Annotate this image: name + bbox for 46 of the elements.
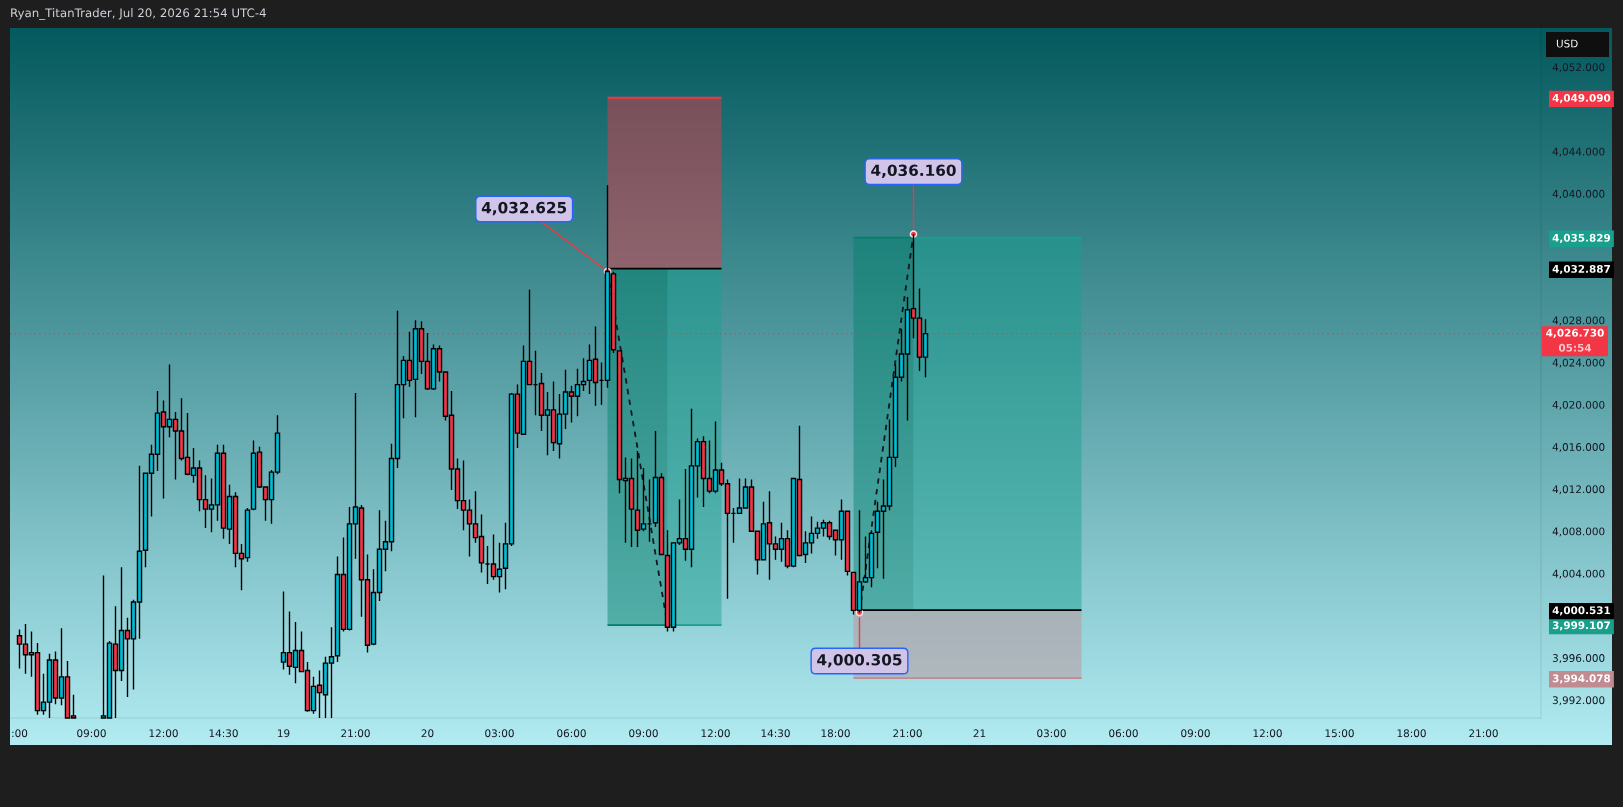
- y-tick-label: 4,000.531: [1552, 606, 1611, 616]
- x-tick-label: 18:00: [1397, 729, 1426, 738]
- x-tick-label: 14:30: [761, 729, 790, 738]
- y-tick-label: 4,032.887: [1552, 264, 1610, 275]
- x-tick-label: 03:00: [1037, 729, 1066, 738]
- x-tick-label: 21:00: [1469, 729, 1498, 738]
- y-tick-label: 4,008.000: [1552, 527, 1605, 537]
- x-tick-label: :00: [12, 729, 28, 738]
- x-tick-label: 09:00: [629, 729, 658, 738]
- y-tick-label: 4,028.000: [1552, 316, 1605, 326]
- y-tick-label: 4,020.000: [1552, 400, 1605, 410]
- x-tick-label: 21:00: [893, 729, 922, 738]
- y-tick-label: 3,994.078: [1552, 674, 1611, 684]
- y-tick-label: 4,024.000: [1552, 358, 1605, 368]
- x-tick-label: 06:00: [557, 729, 586, 738]
- y-tick-label: 3,996.000: [1552, 654, 1605, 664]
- y-tick-label: 4,049.090: [1552, 93, 1611, 104]
- x-tick-label: 21: [973, 729, 986, 738]
- data-label: 4,000.305: [817, 653, 902, 668]
- x-tick-label: 09:00: [77, 729, 106, 738]
- text: Ryan_TitanTrader, Jul 20, 2026 21:54 UTC-4: [11, 8, 266, 20]
- y-tick-label: 4,004.000: [1552, 569, 1605, 579]
- y-tick-label: 4,016.000: [1552, 443, 1605, 453]
- x-tick-label: 12:00: [701, 729, 730, 738]
- y-tick-label: 4,040.000: [1552, 189, 1605, 199]
- x-tick-label: 20: [421, 729, 434, 738]
- y-tick-label: 4,044.000: [1552, 147, 1605, 157]
- data-label: 4,032.625: [481, 201, 567, 216]
- x-tick-label: 21:00: [341, 729, 370, 738]
- ref-line-label: 4,026.730 05:54: [1546, 328, 1604, 352]
- y-tick-label: 4,012.000: [1552, 485, 1605, 495]
- y-tick-label: 3,992.000: [1552, 696, 1605, 706]
- x-tick-label: 12:00: [149, 729, 178, 738]
- x-tick-label: 09:00: [1181, 729, 1210, 738]
- x-tick-label: 18:00: [821, 729, 850, 738]
- y-tick-label: 4,052.000: [1552, 63, 1605, 73]
- y-axis-title: USD: [1556, 39, 1578, 48]
- y-tick-label: 4,035.829: [1552, 233, 1611, 244]
- x-tick-label: 19: [278, 729, 290, 738]
- x-tick-label: 15:00: [1325, 729, 1354, 738]
- x-tick-label: 06:00: [1109, 729, 1138, 738]
- y-tick-label: 3,999.107: [1552, 621, 1610, 631]
- x-tick-label: 03:00: [485, 729, 514, 738]
- x-tick-label: 12:00: [1253, 729, 1282, 738]
- x-tick-label: 14:30: [209, 729, 238, 738]
- data-label: 4,036.160: [871, 164, 956, 179]
